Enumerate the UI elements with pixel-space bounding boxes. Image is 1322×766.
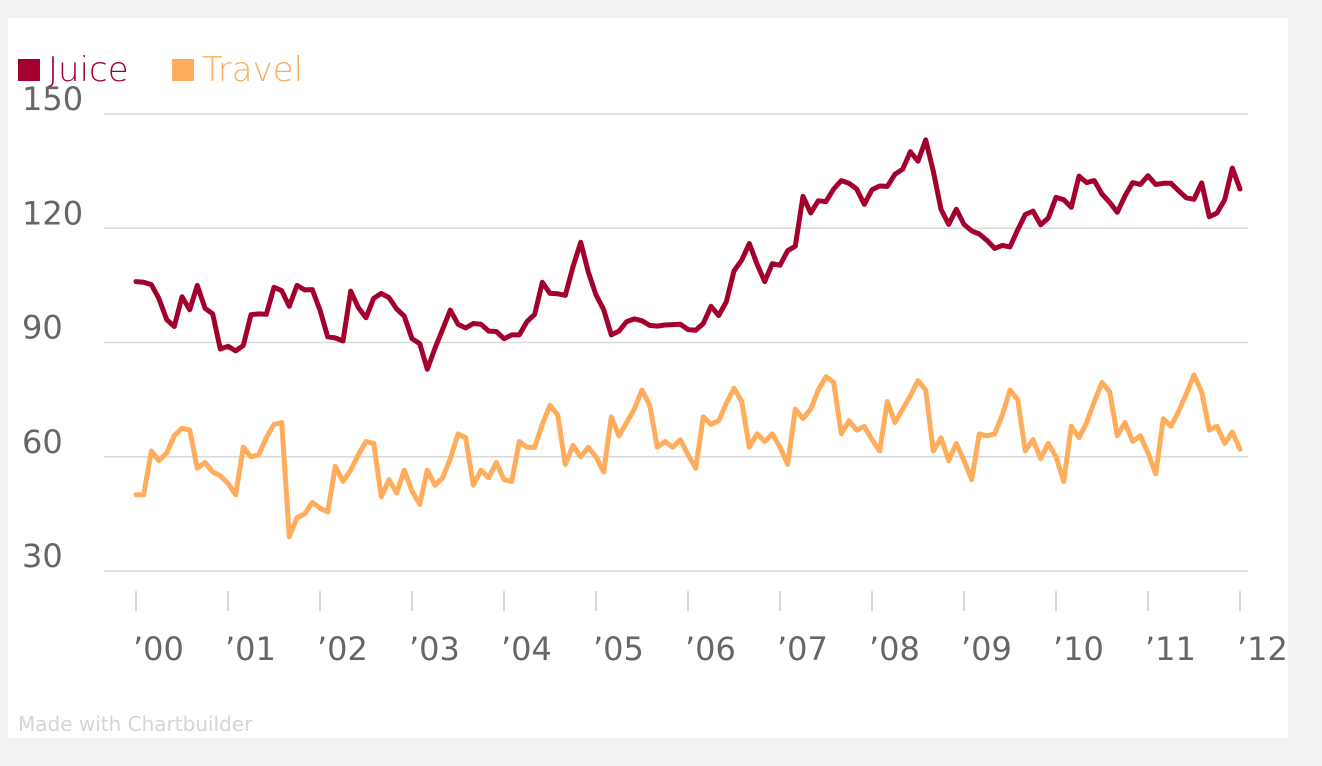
- legend-label-travel: Travel: [202, 50, 304, 90]
- x-tick-label-2: ’02: [317, 630, 368, 668]
- x-tick-label-12: ’12: [1237, 630, 1288, 668]
- credit-text: Made with Chartbuilder: [18, 712, 253, 736]
- x-tick-label-5: ’05: [593, 630, 644, 668]
- x-tick-label-6: ’06: [685, 630, 736, 668]
- line-chart: 30 60 90 120 150 ’00 ’01 ’02 ’03 ’04 ’05 ’06 ’07 ’08 ’…: [22, 80, 1288, 668]
- chart-card: Juice Travel 30 60 90 120 150 ’00 ’01 ’02 ’03 ’04…: [8, 18, 1288, 738]
- travel-swatch: [172, 59, 194, 81]
- legend-item-travel: Travel: [172, 50, 303, 90]
- x-tick-label-8: ’08: [869, 630, 920, 668]
- x-tick-label-0: ’00: [133, 630, 184, 668]
- x-tick-label-7: ’07: [777, 630, 828, 668]
- x-tick-label-1: ’01: [225, 630, 276, 668]
- y-tick-label-150: 150: [22, 80, 83, 118]
- juice-swatch: [18, 59, 40, 81]
- x-tick-label-9: ’09: [961, 630, 1012, 668]
- series-line-travel: [133, 372, 1243, 540]
- series-line-juice: [133, 137, 1243, 372]
- x-tick-label-11: ’11: [1145, 630, 1196, 668]
- legend-item-juice: Juice: [18, 50, 129, 90]
- x-tick-label-10: ’10: [1053, 630, 1104, 668]
- y-tick-label-90: 90: [22, 309, 63, 347]
- y-tick-label-60: 60: [22, 423, 63, 461]
- y-tick-label-120: 120: [22, 194, 83, 232]
- legend-label-juice: Juice: [48, 50, 129, 90]
- y-tick-label-30: 30: [22, 537, 63, 575]
- x-tick-label-4: ’04: [501, 630, 552, 668]
- x-tick-label-3: ’03: [409, 630, 460, 668]
